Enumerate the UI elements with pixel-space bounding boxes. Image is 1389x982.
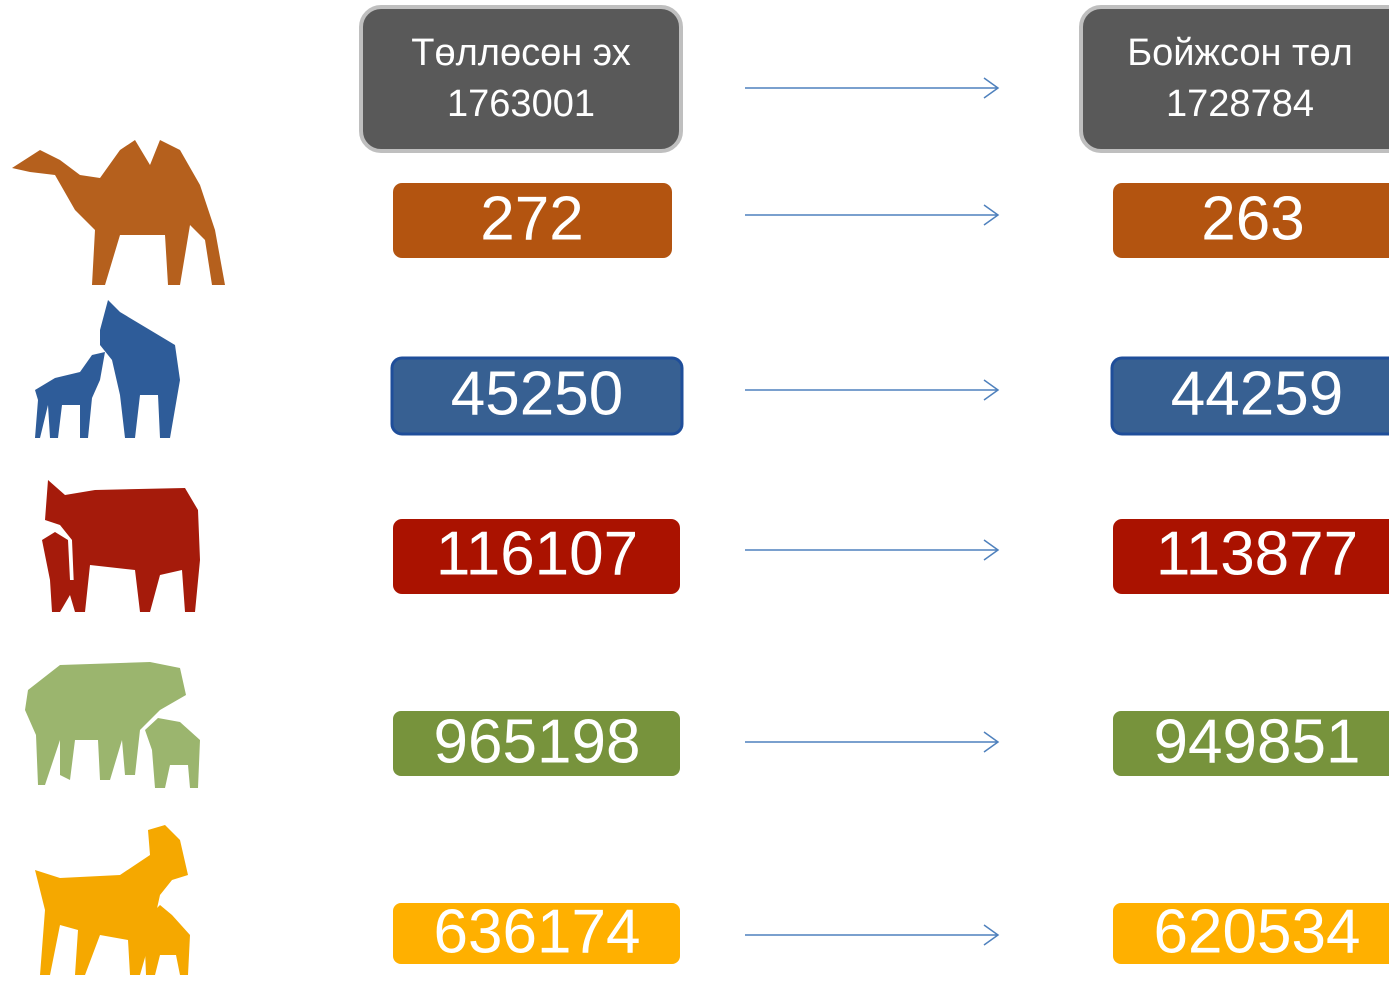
raised-box	[1113, 711, 1389, 776]
header-value: 1763001	[447, 83, 595, 125]
camel-icon	[12, 140, 225, 285]
raised-box	[1113, 903, 1389, 964]
raised-value: 949851	[1154, 707, 1361, 776]
born-box	[393, 903, 680, 964]
goat-icon	[35, 825, 190, 975]
horse-icon	[35, 300, 180, 438]
born-box	[393, 711, 680, 776]
born-value: 272	[480, 184, 583, 253]
raised-value: 44259	[1171, 359, 1343, 428]
header-label: Төллөсөн эх	[411, 32, 630, 74]
raised-value: 113877	[1156, 519, 1358, 588]
header-box	[359, 5, 683, 153]
raised-box	[1113, 519, 1389, 594]
header-label: Бойжсон төл	[1127, 32, 1353, 74]
cow-icon	[42, 480, 200, 612]
raised-box	[1110, 356, 1389, 436]
born-box	[390, 356, 684, 436]
sheep-icon	[25, 662, 200, 788]
raised-value: 263	[1201, 184, 1304, 253]
raised-value: 620534	[1154, 897, 1361, 966]
born-value: 636174	[434, 897, 641, 966]
header-box	[1079, 5, 1389, 153]
born-value: 45250	[451, 359, 623, 428]
born-value: 965198	[434, 707, 641, 776]
born-box	[393, 519, 680, 594]
born-value: 116107	[436, 519, 638, 588]
raised-box	[1113, 183, 1389, 258]
born-box	[393, 183, 672, 258]
header-value: 1728784	[1166, 83, 1314, 125]
arrows	[745, 77, 1000, 946]
